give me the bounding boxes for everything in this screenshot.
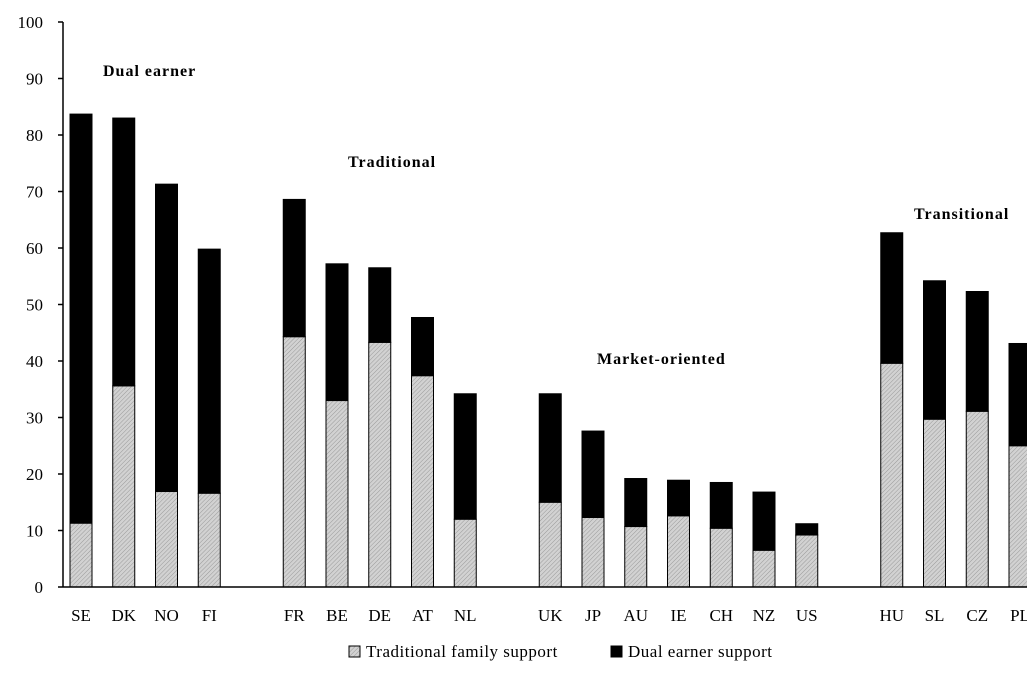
bar-dual-sl: [923, 280, 946, 420]
y-tick-label: 0: [35, 578, 44, 597]
bar-dual-jp: [581, 430, 605, 519]
y-axis: 0 10 20 30 40 50 60 70 80 90 100: [18, 13, 1027, 597]
bar-traditional-us: [795, 534, 819, 588]
bar-dual-se: [69, 113, 93, 524]
bar-traditional-cz: [965, 410, 989, 588]
x-tick-label-dk: DK: [111, 606, 136, 625]
y-tick-label: 60: [26, 239, 43, 258]
bar-dual-nz: [752, 491, 776, 551]
bar-dual-at: [411, 316, 434, 377]
bar-dual-nl: [453, 393, 477, 520]
x-tick-label-fr: FR: [284, 606, 305, 625]
bar-traditional-at: [411, 375, 434, 588]
x-tick-label-sl: SL: [925, 606, 945, 625]
legend-label-dual: Dual earner support: [628, 642, 773, 661]
bar-dual-cz: [965, 291, 989, 412]
x-tick-label-hu: HU: [879, 606, 904, 625]
bar-dual-uk: [538, 393, 562, 503]
bars-layer: [69, 113, 1027, 588]
group-label-traditional: Traditional: [348, 154, 436, 171]
bar-dual-dk: [112, 117, 136, 387]
bar-dual-de: [368, 267, 392, 343]
x-tick-label-se: SE: [71, 606, 91, 625]
legend: Traditional family support Dual earner s…: [348, 642, 773, 661]
y-tick-label: 50: [26, 296, 43, 315]
bar-traditional-se: [69, 522, 93, 588]
x-tick-label-nz: NZ: [753, 606, 776, 625]
bar-traditional-uk: [538, 501, 562, 588]
bar-dual-ie: [667, 479, 690, 517]
bar-traditional-ch: [709, 527, 733, 588]
y-tick-label: 20: [26, 465, 43, 484]
x-tick-label-cz: CZ: [966, 606, 988, 625]
x-tick-label-fi: FI: [202, 606, 217, 625]
bar-traditional-dk: [112, 385, 136, 588]
bar-dual-au: [624, 478, 648, 528]
bar-traditional-be: [325, 400, 349, 588]
y-tick-label: 90: [26, 70, 43, 89]
x-tick-label-be: BE: [326, 606, 348, 625]
y-tick-label: 100: [18, 13, 44, 32]
legend-swatch-dual: [610, 645, 623, 658]
bar-traditional-de: [368, 341, 392, 588]
bar-dual-pl: [1008, 342, 1027, 447]
x-tick-label-au: AU: [623, 606, 648, 625]
bar-traditional-nl: [453, 518, 477, 588]
x-tick-label-de: DE: [368, 606, 391, 625]
y-tick-label: 80: [26, 126, 43, 145]
y-tick-label: 30: [26, 409, 43, 428]
bar-traditional-jp: [581, 517, 605, 588]
x-tick-label-at: AT: [412, 606, 433, 625]
x-tick-label-no: NO: [154, 606, 179, 625]
bar-traditional-hu: [880, 362, 904, 588]
y-tick-label: 70: [26, 183, 43, 202]
legend-label-traditional: Traditional family support: [366, 642, 558, 661]
x-tick-labels: SE DK NO FI FR BE DE AT NL UK JP AU IE CH NZ US HU SL CZ PL: [71, 606, 1027, 625]
bar-traditional-au: [624, 526, 648, 588]
x-tick-label-ch: CH: [709, 606, 733, 625]
x-tick-label-ie: IE: [670, 606, 686, 625]
bar-traditional-no: [155, 491, 178, 588]
x-tick-label-nl: NL: [454, 606, 477, 625]
bar-traditional-nz: [752, 549, 776, 588]
group-labels: Dual earner Traditional Market-oriented Tra…: [103, 63, 1009, 368]
bar-traditional-fr: [282, 336, 306, 588]
bar-traditional-sl: [923, 418, 946, 588]
group-label-dual-earner: Dual earner: [103, 63, 196, 80]
bar-traditional-pl: [1008, 445, 1027, 588]
bar-traditional-fi: [197, 492, 221, 588]
x-tick-label-us: US: [796, 606, 818, 625]
x-tick-label-pl: PL: [1010, 606, 1027, 625]
y-tick-label: 10: [26, 522, 43, 541]
bar-traditional-ie: [667, 515, 690, 588]
bar-dual-hu: [880, 232, 904, 364]
group-label-transitional: Transitional: [914, 206, 1009, 223]
bar-dual-us: [795, 523, 819, 536]
bar-dual-no: [155, 183, 178, 493]
x-tick-label-jp: JP: [585, 606, 601, 625]
bar-dual-be: [325, 263, 349, 402]
legend-swatch-traditional: [348, 645, 361, 658]
bar-dual-fi: [197, 248, 221, 494]
x-tick-label-uk: UK: [538, 606, 563, 625]
group-label-market-oriented: Market-oriented: [597, 351, 726, 368]
y-tick-label: 40: [26, 352, 43, 371]
bar-dual-fr: [282, 198, 306, 338]
bar-dual-ch: [709, 481, 733, 529]
